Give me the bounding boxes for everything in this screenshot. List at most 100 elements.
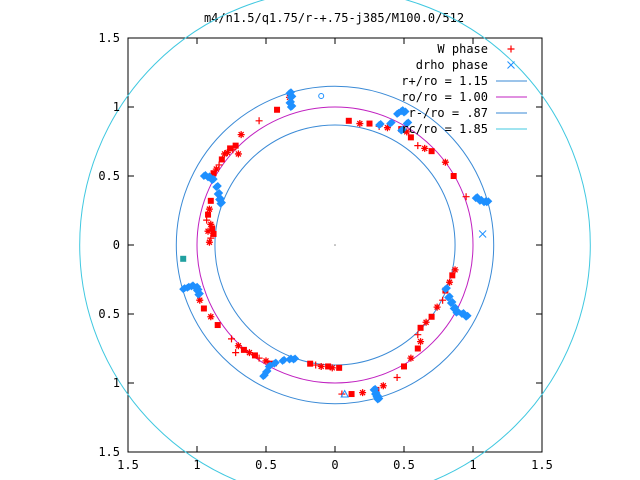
x-tick-label: 1 bbox=[193, 458, 200, 472]
w-phase-point bbox=[245, 349, 253, 357]
w-phase-point bbox=[262, 357, 270, 365]
w-phase-point bbox=[379, 382, 387, 390]
w-phase-point bbox=[433, 303, 441, 311]
radius-circle-1 bbox=[196, 106, 474, 384]
w-phase-point bbox=[414, 345, 421, 352]
w-phase-point bbox=[421, 144, 429, 152]
w-phase-point bbox=[428, 313, 435, 320]
drho-phase-point bbox=[280, 355, 289, 364]
w-phase-point bbox=[441, 158, 449, 166]
w-phase-point bbox=[356, 120, 364, 128]
w-phase-point bbox=[203, 216, 211, 224]
origin-dot bbox=[334, 244, 336, 246]
w-phase-point bbox=[462, 193, 470, 201]
w-phase-point bbox=[215, 161, 223, 169]
drho-phase-point bbox=[448, 297, 457, 306]
w-phase-point bbox=[401, 363, 407, 370]
radius-circle-2 bbox=[214, 124, 456, 366]
w-phase-point bbox=[234, 342, 242, 350]
w-phase-point bbox=[218, 156, 225, 163]
w-phase-point bbox=[417, 324, 424, 331]
circle-group bbox=[79, 0, 591, 480]
drho-phase-point bbox=[375, 394, 384, 403]
legend-marker bbox=[507, 61, 515, 69]
drho-phase-point bbox=[445, 292, 454, 301]
w-phase-point bbox=[422, 318, 430, 326]
w-phase-point bbox=[221, 150, 229, 158]
w-phase-point bbox=[209, 225, 216, 232]
drho-phase-point bbox=[404, 118, 413, 127]
w-phase-point bbox=[345, 117, 352, 124]
drho-phase-point bbox=[217, 198, 226, 207]
drho-phase-point bbox=[215, 188, 224, 197]
drho-phase-point bbox=[484, 197, 493, 206]
y-tick-label: 1 bbox=[113, 100, 120, 114]
legend-marker bbox=[507, 45, 515, 53]
point-group bbox=[179, 88, 493, 404]
w-phase-point bbox=[328, 364, 336, 372]
y-tick-label: 0.5 bbox=[98, 169, 120, 183]
w-phase-point bbox=[359, 389, 367, 397]
w-phase-point bbox=[237, 131, 245, 139]
drho-phase-point bbox=[291, 354, 300, 363]
w-phase-point bbox=[439, 296, 447, 304]
w-phase-point bbox=[207, 197, 214, 204]
drho-phase-point bbox=[387, 118, 396, 127]
x-tick-label: 1.5 bbox=[531, 458, 553, 472]
w-phase-point bbox=[200, 305, 207, 312]
w-phase-point bbox=[205, 205, 213, 213]
w-phase-point bbox=[274, 106, 281, 113]
radius-circle-3 bbox=[79, 0, 591, 480]
w-phase-point bbox=[428, 148, 435, 155]
chart-title: m4/n1.5/q1.75/r-+.75-j385/M100.0/512 bbox=[204, 11, 464, 25]
w-phase-point bbox=[205, 238, 213, 246]
legend-label: W phase bbox=[437, 42, 488, 56]
drho-phase-point bbox=[442, 284, 451, 293]
drho-phase-point bbox=[463, 311, 472, 320]
y-tick-label: 0.5 bbox=[98, 307, 120, 321]
w-phase-point bbox=[228, 335, 235, 343]
extra-marker-x bbox=[478, 230, 487, 238]
w-phase-point bbox=[210, 230, 217, 237]
y-tick-label: 1.5 bbox=[98, 31, 120, 45]
drho-phase-point bbox=[271, 358, 280, 367]
w-phase-point bbox=[449, 272, 456, 279]
drho-phase-point bbox=[288, 92, 297, 101]
w-phase-point bbox=[403, 128, 411, 136]
extra-marker-square bbox=[180, 255, 187, 262]
w-phase-point bbox=[232, 142, 239, 149]
w-phase-point bbox=[207, 313, 215, 321]
drho-phase-point bbox=[398, 125, 407, 134]
drho-phase-point bbox=[401, 107, 410, 116]
legend: W phase drho phase r+/ro = 1.15 ro/ro = 1.0… bbox=[401, 42, 527, 136]
w-phase-point bbox=[407, 134, 414, 141]
w-phase-point bbox=[446, 278, 454, 286]
x-tick-label: 0.5 bbox=[255, 458, 277, 472]
w-phase-point bbox=[255, 354, 263, 362]
drho-phase-point bbox=[213, 182, 222, 191]
legend-label: drho phase bbox=[416, 58, 488, 72]
w-phase-point bbox=[325, 363, 332, 370]
w-phase-point bbox=[317, 362, 325, 370]
w-phase-point bbox=[214, 322, 221, 329]
w-phase-point bbox=[223, 149, 231, 157]
drho-phase-point bbox=[209, 175, 218, 184]
drho-phase-point bbox=[288, 102, 297, 110]
w-phase-point bbox=[450, 173, 457, 179]
y-tick-label: 1.5 bbox=[98, 445, 120, 459]
w-phase-point bbox=[255, 117, 263, 125]
tick-group: 1.5 1 0.5 0 0.5 1 1.51.510.500.511.5 bbox=[98, 31, 553, 472]
w-phase-point bbox=[210, 170, 217, 177]
x-tick-label: 1 bbox=[469, 458, 476, 472]
legend-label: rc/ro = 1.85 bbox=[401, 122, 488, 136]
w-phase-point bbox=[229, 146, 237, 154]
y-tick-label: 1 bbox=[113, 376, 120, 390]
w-phase-point bbox=[383, 124, 391, 132]
drho-phase-point bbox=[195, 289, 204, 298]
legend-label: r+/ro = 1.15 bbox=[401, 74, 488, 88]
w-phase-point bbox=[366, 120, 373, 127]
y-tick-label: 0 bbox=[113, 238, 120, 252]
x-tick-label: 1.5 bbox=[117, 458, 139, 472]
w-phase-point bbox=[196, 296, 204, 304]
